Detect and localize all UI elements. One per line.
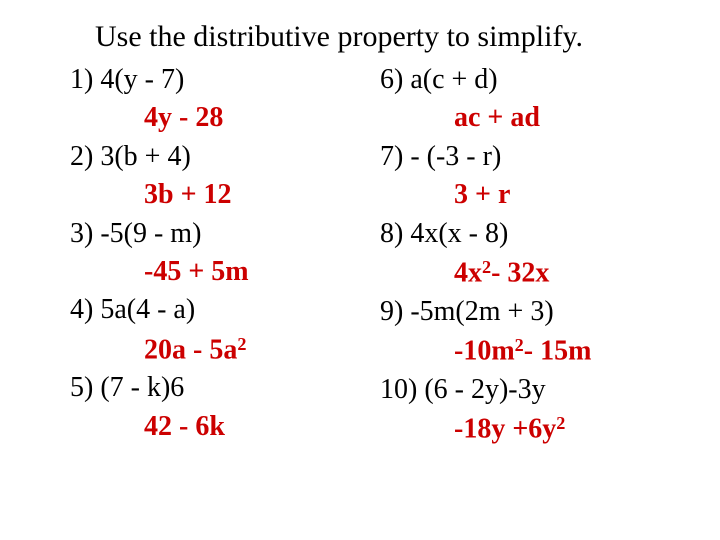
answer: 4x2- 32x bbox=[380, 254, 670, 292]
left-column: 1) 4(y - 7)4y - 282) 3(b + 4)3b + 123) -… bbox=[70, 62, 370, 450]
worksheet-page: Use the distributive property to simplif… bbox=[0, 0, 720, 470]
right-column: 6) a(c + d)ac + ad7) - (-3 - r)3 + r8) 4… bbox=[370, 62, 670, 450]
answer: 20a - 5a2 bbox=[70, 331, 360, 369]
answer: -18y +6y2 bbox=[380, 410, 670, 448]
problem: 4) 5a(4 - a) bbox=[70, 292, 360, 328]
problem: 5) (7 - k)6 bbox=[70, 370, 360, 406]
answer: 42 - 6k bbox=[70, 409, 360, 445]
answer: -45 + 5m bbox=[70, 254, 360, 290]
problem: 10) (6 - 2y)-3y bbox=[380, 372, 670, 408]
answer: 4y - 28 bbox=[70, 100, 360, 136]
answer: 3b + 12 bbox=[70, 177, 360, 213]
problem: 1) 4(y - 7) bbox=[70, 62, 360, 98]
problem: 6) a(c + d) bbox=[380, 62, 670, 98]
problem: 8) 4x(x - 8) bbox=[380, 216, 670, 252]
answer: 3 + r bbox=[380, 177, 670, 213]
problem: 3) -5(9 - m) bbox=[70, 216, 360, 252]
problem: 7) - (-3 - r) bbox=[380, 139, 670, 175]
answer: -10m2- 15m bbox=[380, 332, 670, 370]
answer: ac + ad bbox=[380, 100, 670, 136]
problem: 9) -5m(2m + 3) bbox=[380, 294, 670, 330]
problem-columns: 1) 4(y - 7)4y - 282) 3(b + 4)3b + 123) -… bbox=[70, 62, 670, 450]
problem: 2) 3(b + 4) bbox=[70, 139, 360, 175]
page-title: Use the distributive property to simplif… bbox=[95, 20, 670, 54]
